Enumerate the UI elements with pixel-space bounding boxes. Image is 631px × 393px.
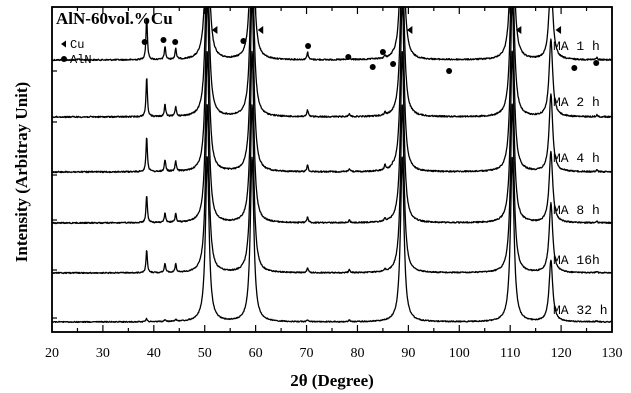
series-label-ma-32h: MA 32 h [553,303,608,318]
series-label-ma-16h: MA 16h [553,253,600,268]
x-tick-label: 80 [350,346,364,361]
series-label-ma-1h: MA 1 h [553,39,600,54]
cu-peak-marker-icon [257,26,264,34]
series-line [51,6,613,174]
aln-peak-marker-icon [345,54,352,60]
legend-aln-label: AlN [70,53,92,67]
x-tick-label: 30 [96,346,110,361]
peak-markers-layer [141,26,600,74]
aln-peak-marker-icon [446,68,453,74]
series-label-ma-8h: MA 8 h [553,203,600,218]
aln-peak-marker-icon [305,43,312,49]
cu-peak-marker-icon [211,26,218,34]
series-line [51,6,613,62]
series-label-ma-2h: MA 2 h [553,95,600,110]
aln-peak-marker-icon [390,61,397,67]
x-tick-label: 40 [147,346,161,361]
curves-layer [51,6,613,324]
aln-peak-marker-icon [240,38,247,44]
legend-cu-label: Cu [70,38,84,52]
x-tick-label: 130 [602,346,623,361]
x-tick-label: 100 [449,346,470,361]
aln-peak-marker-icon [172,39,179,45]
series-line [51,6,613,119]
aln-peak-marker-icon [379,49,386,55]
legend-aln-circle-icon [61,56,67,62]
x-tick-label: 50 [198,346,212,361]
x-tick-label: 70 [300,346,314,361]
y-ticks-layer [52,70,57,319]
series-line [51,103,613,275]
x-tick-label: 20 [45,346,59,361]
series-labels: MA 1 h MA 2 h MA 4 h MA 8 h MA 16h MA 32… [553,39,608,318]
x-tick-label: 60 [249,346,263,361]
x-axis-title: 2θ (Degree) [290,371,374,390]
legend: Cu AlN [61,38,92,67]
cu-peak-marker-icon [406,26,413,34]
x-tick-label: 120 [551,346,572,361]
series-label-ma-4h: MA 4 h [553,151,600,166]
x-ticks-layer: 20 30 40 50 60 70 80 90 100 110 120 130 [45,7,623,361]
legend-cu-triangle-icon [61,40,66,48]
aln-peak-marker-icon [160,37,167,43]
series-line [51,156,613,324]
aln-peak-marker-icon [141,39,148,45]
cu-peak-marker-icon [515,26,522,34]
aln-peak-marker-icon [369,64,376,70]
x-tick-label: 110 [500,346,520,361]
cu-peak-marker-icon [555,26,562,34]
x-tick-label: 90 [401,346,415,361]
chart-title: AlN-60vol.%Cu [56,9,173,28]
aln-peak-marker-icon [571,65,578,71]
aln-peak-marker-icon [593,60,600,66]
series-line [51,50,613,225]
y-axis-title: Intensity (Arbitray Unit) [12,82,31,262]
